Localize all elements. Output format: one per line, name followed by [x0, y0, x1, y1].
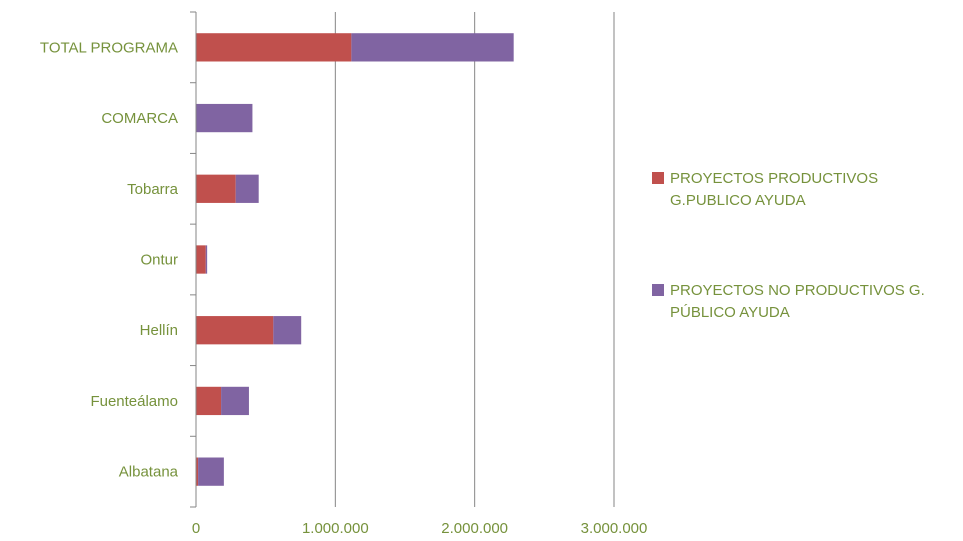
- legend-swatch-0: [652, 172, 664, 184]
- bar-no-productivos-4: [273, 316, 302, 345]
- bar-productivos-3: [196, 245, 206, 274]
- legend-entry-1: PROYECTOS NO PRODUCTIVOS G. PÚBLICO AYUDA: [670, 282, 925, 321]
- y-tick-label: TOTAL PROGRAMA: [40, 39, 178, 56]
- bars: [196, 33, 514, 486]
- bar-productivos-6: [196, 457, 199, 486]
- x-tick-label: 1.000.000: [302, 520, 369, 537]
- bar-productivos-4: [196, 316, 274, 345]
- x-tick-label: 2.000.000: [441, 520, 508, 537]
- x-tick-label: 3.000.000: [581, 520, 648, 537]
- bar-no-productivos-6: [198, 457, 224, 486]
- gridlines: [334, 12, 615, 507]
- bar-no-productivos-2: [235, 174, 259, 203]
- x-axis: 0 1.000.000 2.000.000 3.000.000: [192, 520, 648, 537]
- x-tick-label: 0: [192, 520, 200, 537]
- y-tick-label: COMARCA: [101, 110, 178, 127]
- y-tick-label: Ontur: [140, 252, 178, 269]
- y-tick-label: Albatana: [119, 464, 179, 481]
- y-tick-label: Fuenteálamo: [90, 393, 178, 410]
- legend-entry-0: PROYECTOS PRODUCTIVOS G.PUBLICO AYUDA: [670, 170, 878, 209]
- legend-swatch-1: [652, 284, 664, 296]
- y-tick-label: Hellín: [140, 322, 178, 339]
- legend: PROYECTOS PRODUCTIVOS G.PUBLICO AYUDA PROY…: [652, 170, 925, 321]
- bar-no-productivos-1: [196, 103, 253, 133]
- bar-no-productivos-0: [351, 33, 514, 62]
- y-axis: TOTAL PROGRAMA COMARCA Tobarra Ontur Hellín F…: [40, 11, 197, 508]
- bar-productivos-5: [196, 386, 222, 416]
- bar-no-productivos-5: [221, 386, 249, 416]
- y-tick-label: Tobarra: [127, 181, 179, 198]
- bar-no-productivos-3: [205, 245, 208, 274]
- bar-productivos-2: [196, 174, 236, 203]
- bar-productivos-0: [196, 33, 352, 62]
